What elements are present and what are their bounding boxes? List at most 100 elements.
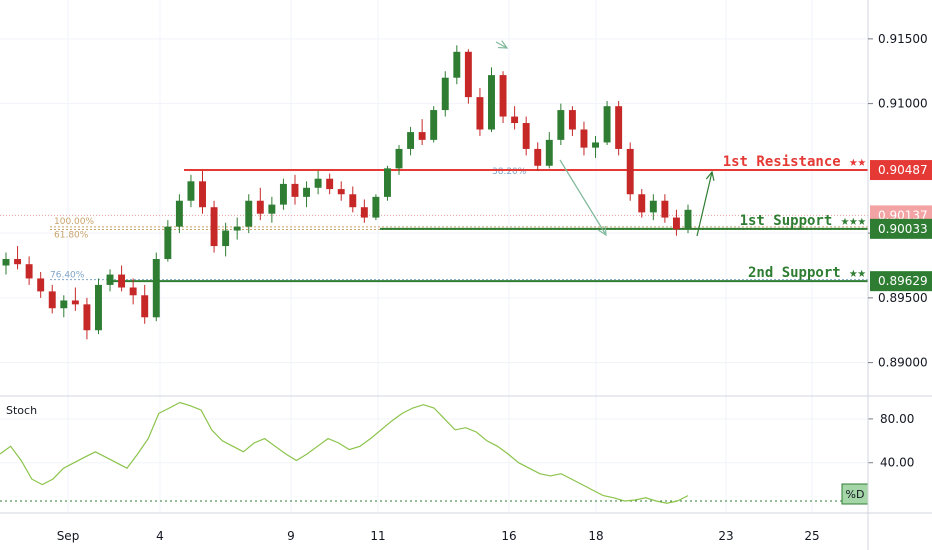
- candle-body: [615, 106, 623, 149]
- candle-body: [245, 200, 253, 227]
- candle-body: [118, 274, 126, 288]
- down-arrow: [559, 159, 607, 236]
- support1-price-tag: 0.90033: [878, 222, 928, 236]
- candle-body: [488, 75, 495, 130]
- fib-label: 76.40%: [50, 271, 85, 281]
- price-tick-label: 0.91500: [878, 32, 928, 46]
- time-tick-label: 25: [804, 529, 819, 543]
- candle-body: [626, 148, 634, 195]
- time-tick-label: 23: [718, 529, 733, 543]
- candle-body: [453, 51, 461, 78]
- level-name-label: 2nd Support ★★: [748, 265, 867, 281]
- candle-body: [407, 132, 415, 149]
- candle-body: [268, 204, 276, 214]
- candle-body: [349, 194, 357, 208]
- candle-body: [418, 132, 426, 140]
- stoch-tick-label: 40.00: [880, 456, 914, 470]
- candle-body: [129, 287, 137, 296]
- time-tick-label: Sep: [57, 529, 80, 543]
- candle-body: [568, 110, 576, 130]
- gridlines: [0, 0, 868, 512]
- candle-body: [430, 110, 438, 140]
- candle-body: [557, 110, 565, 140]
- stochastic-panel: Stoch 80.00 40.00 %D: [0, 401, 914, 505]
- candle-body: [233, 226, 241, 231]
- candle-body: [25, 264, 33, 279]
- price-tick-label: 0.89000: [878, 356, 928, 370]
- candle-body: [360, 207, 368, 218]
- stoch-series-tag: %D: [846, 488, 865, 501]
- peak-arrow-head: [497, 40, 509, 49]
- candle-body: [522, 123, 530, 149]
- candle-body: [279, 183, 287, 205]
- up-arrow: [696, 171, 713, 237]
- candle-body: [464, 51, 472, 98]
- candle-body: [534, 148, 542, 166]
- resistance-price-tag-bg: [870, 160, 932, 181]
- candle-body: [649, 200, 657, 213]
- candle-body: [152, 259, 160, 318]
- price-tick-label: 0.91000: [878, 97, 928, 111]
- candle-body: [71, 300, 79, 305]
- stoch-d-line: [0, 401, 689, 504]
- candle-body: [37, 278, 45, 292]
- peak-arrow: [495, 41, 508, 49]
- price-tick-label: 0.89500: [878, 291, 928, 305]
- stoch-tick-label: 80.00: [880, 412, 914, 426]
- support2-price-tag: 0.89629: [878, 274, 928, 288]
- candle-body: [499, 75, 507, 117]
- candle-body: [187, 181, 195, 201]
- candle-body: [303, 187, 311, 197]
- candle-body: [672, 217, 680, 230]
- projection-arrows: [495, 40, 715, 237]
- candle-body: [14, 259, 22, 265]
- candle-body: [661, 200, 669, 218]
- candles: [2, 45, 692, 340]
- candle-body: [684, 209, 692, 230]
- level-labels: 1st Resistance ★★ 1st Support ★★★ 2nd Supp…: [723, 154, 932, 292]
- time-tick-label: 11: [370, 529, 385, 543]
- time-tick-label: 4: [156, 529, 164, 543]
- candle-body: [441, 77, 449, 111]
- candle-body: [83, 304, 91, 331]
- support1-price-tag-bg: [870, 218, 932, 239]
- time-tick-label: 9: [287, 529, 295, 543]
- candle-body: [48, 291, 56, 309]
- candle-body: [638, 194, 646, 213]
- candle-body: [141, 295, 149, 318]
- stoch-title: Stoch: [6, 404, 37, 417]
- candle-body: [545, 139, 553, 166]
- down-arrow-head: [598, 225, 607, 237]
- candle-body: [95, 284, 102, 331]
- candle-body: [164, 226, 172, 260]
- candle-body: [106, 274, 114, 285]
- candle-body: [2, 259, 10, 266]
- time-tick-label: 16: [501, 529, 516, 543]
- candle-body: [603, 106, 611, 143]
- level-name-label: 1st Resistance ★★: [723, 154, 867, 170]
- candle-body: [210, 207, 218, 247]
- candle-body: [60, 300, 68, 309]
- level-name-label: 1st Support ★★★: [740, 213, 867, 229]
- candle-body: [326, 178, 334, 190]
- candle-body: [256, 200, 264, 214]
- fib-label: 38.20%: [492, 167, 527, 177]
- candle-body: [314, 178, 322, 188]
- fib-label: 100.00%: [54, 217, 94, 227]
- support-resistance-levels: [0, 169, 868, 283]
- time-tick-label: 18: [588, 529, 603, 543]
- support2-price-tag-bg: [870, 271, 932, 292]
- candle-body: [372, 196, 380, 218]
- up-arrow-head: [705, 170, 715, 181]
- candle-body: [337, 189, 345, 195]
- fib-label: 61.80%: [54, 230, 89, 240]
- candle-body: [222, 230, 230, 247]
- candle-body: [580, 129, 588, 148]
- candle-body: [175, 200, 183, 227]
- candle-body: [383, 168, 391, 197]
- candle-body: [592, 142, 599, 148]
- candle-body: [291, 183, 299, 197]
- candle-body: [199, 181, 206, 208]
